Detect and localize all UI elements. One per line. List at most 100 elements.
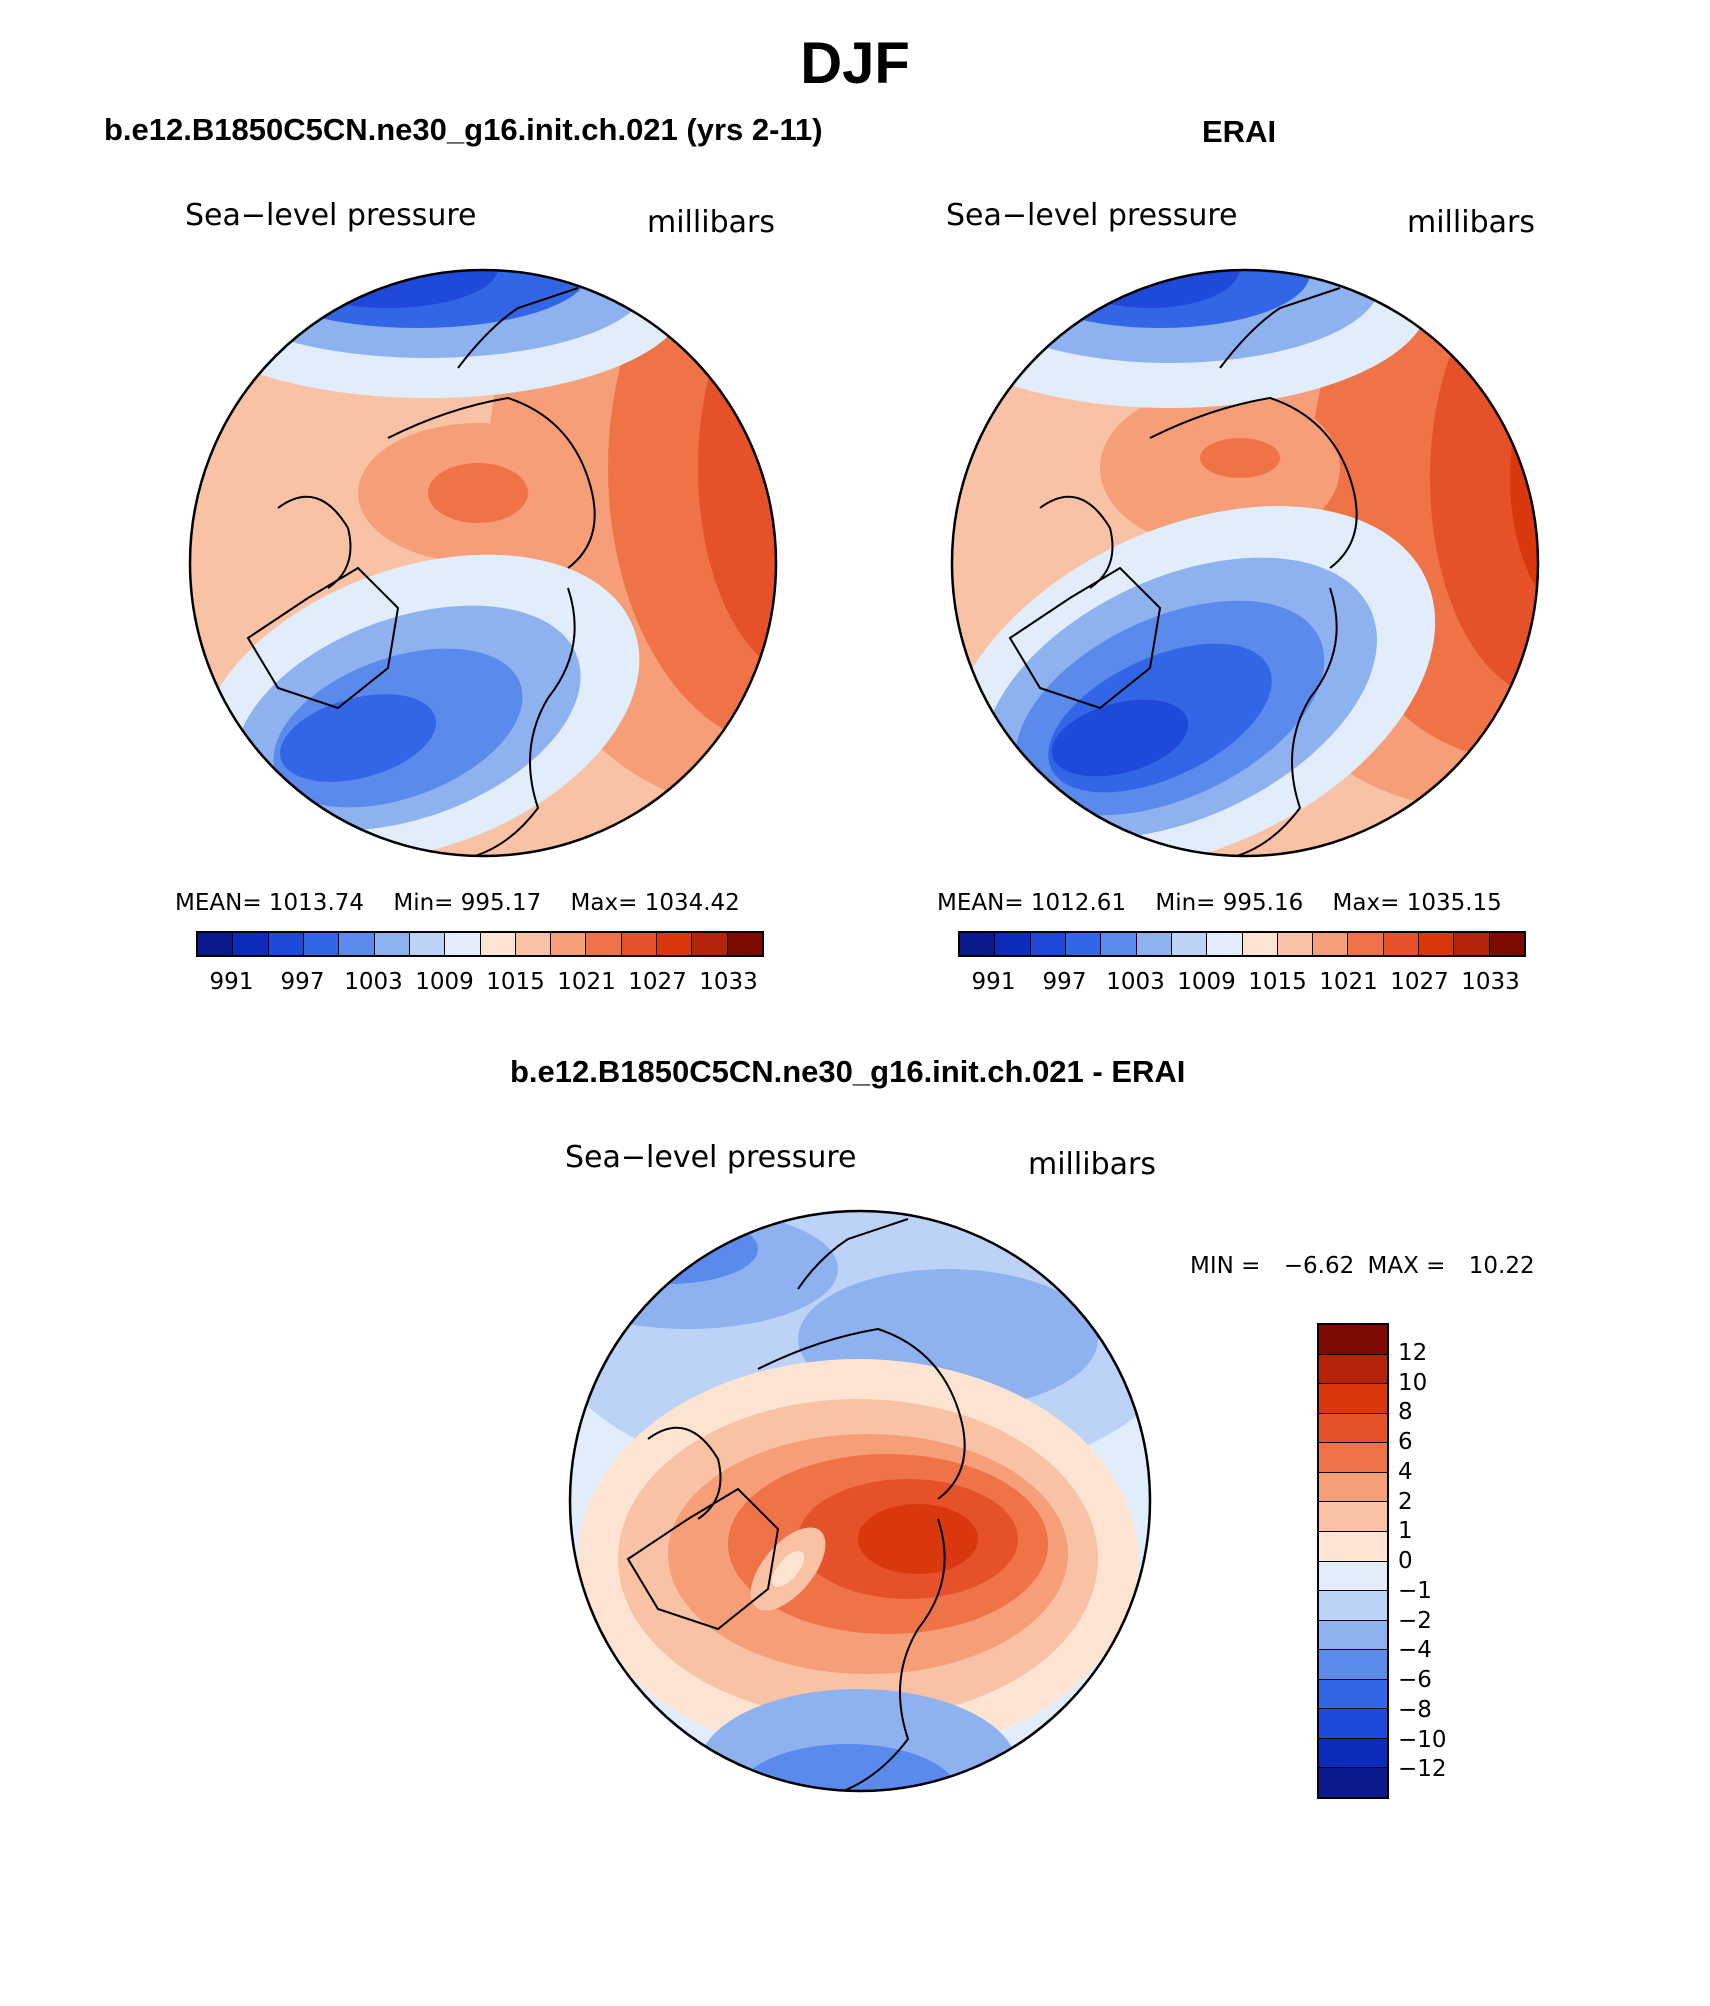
- diff-max-value: 10.22: [1468, 1253, 1535, 1279]
- diff-europe-coast: [837, 1518, 946, 1791]
- panel-model-units: millibars: [647, 205, 775, 240]
- colorbar-tick-label: 1033: [1461, 969, 1520, 995]
- panel-diff-variable: Sea−level pressure: [565, 1140, 857, 1175]
- erai-mean-label: MEAN=: [937, 890, 1024, 916]
- model-aleutian-core: [278, 270, 498, 308]
- colorbar-swatch: [1319, 1472, 1387, 1503]
- colorbar-swatch: [1319, 1531, 1387, 1562]
- panel-model-colorbar: [196, 931, 764, 957]
- colorbar-swatch: [515, 933, 552, 955]
- erai-map-outline: [950, 268, 1540, 858]
- colorbar-tick-label: 1021: [557, 969, 616, 995]
- colorbar-swatch: [339, 933, 375, 955]
- model-high-band-4: [768, 338, 776, 598]
- erai-bering-coast: [1219, 287, 1341, 369]
- colorbar-tick-label: 2: [1398, 1488, 1413, 1515]
- model-mean-label: MEAN=: [175, 890, 262, 916]
- colorbar-swatch: [1136, 933, 1172, 955]
- colorbar-swatch: [1319, 1591, 1387, 1621]
- panel-model-colorbar-ticks: 991 997 1003 1009 1015 1021 1027 1033: [196, 969, 764, 999]
- erai-europe-coast: [1229, 587, 1338, 856]
- colorbar-tick-label: 1021: [1319, 969, 1378, 995]
- colorbar-swatch: [1419, 933, 1455, 955]
- colorbar-swatch: [621, 933, 658, 955]
- diff-greenland-anomaly-core: [771, 1550, 805, 1588]
- panel-model-stats: MEAN= 1013.74 Min= 995.17 Max= 1034.42: [175, 890, 740, 916]
- panel-model-variable: Sea−level pressure: [185, 198, 477, 233]
- erai-polar-map: [950, 268, 1540, 858]
- panel-model-title: b.e12.B1850C5CN.ne30_g16.init.ch.021 (yr…: [104, 112, 823, 147]
- panel-erai-colorbar: [958, 931, 1526, 957]
- model-high-band-2: [608, 270, 776, 748]
- model-aleutian-band-3: [248, 270, 588, 328]
- model-min-label: Min=: [393, 890, 454, 916]
- colorbar-tick-label: −2: [1398, 1607, 1432, 1634]
- colorbar-tick-label: −4: [1398, 1637, 1432, 1664]
- panel-erai-title: ERAI: [1202, 114, 1277, 149]
- diff-eurasia-coast: [757, 1327, 966, 1500]
- colorbar-swatch: [1171, 933, 1208, 955]
- colorbar-tick-label: 991: [209, 969, 254, 995]
- colorbar-swatch: [551, 933, 587, 955]
- colorbar-tick-label: 1027: [628, 969, 687, 995]
- model-canada-coast: [277, 495, 352, 589]
- colorbar-tick-label: −1: [1398, 1577, 1432, 1604]
- diff-min-value: −6.62: [1283, 1253, 1355, 1279]
- colorbar-swatch: [727, 933, 762, 955]
- colorbar-swatch: [374, 933, 410, 955]
- colorbar-swatch: [657, 933, 693, 955]
- colorbar-swatch: [995, 933, 1031, 955]
- diff-canada-coast: [647, 1426, 722, 1520]
- colorbar-swatch: [1454, 933, 1490, 955]
- colorbar-tick-label: 997: [1042, 969, 1087, 995]
- colorbar-tick-label: 6: [1398, 1429, 1413, 1455]
- colorbar-swatch: [1030, 933, 1066, 955]
- colorbar-swatch: [1319, 1620, 1387, 1651]
- colorbar-tick-label: −6: [1398, 1667, 1432, 1693]
- diff-low-west-core: [578, 1214, 758, 1284]
- erai-min-label: Min=: [1155, 890, 1216, 916]
- colorbar-swatch: [233, 933, 269, 955]
- colorbar-tick-label: 1027: [1390, 969, 1449, 995]
- colorbar-tick-label: 1015: [1248, 969, 1307, 995]
- colorbar-swatch: [586, 933, 622, 955]
- colorbar-swatch: [1319, 1679, 1387, 1710]
- colorbar-tick-label: −12: [1398, 1756, 1447, 1783]
- colorbar-swatch: [1277, 933, 1314, 955]
- colorbar-tick-label: 12: [1398, 1339, 1428, 1366]
- erai-aleutian-core: [1060, 270, 1240, 308]
- model-bering-coast: [457, 287, 579, 369]
- colorbar-swatch: [1319, 1768, 1387, 1797]
- model-map-outline: [188, 268, 778, 858]
- colorbar-swatch: [1319, 1502, 1387, 1532]
- colorbar-swatch: [480, 933, 516, 955]
- colorbar-swatch: [1319, 1413, 1387, 1444]
- colorbar-swatch: [445, 933, 481, 955]
- colorbar-tick-label: 1015: [486, 969, 545, 995]
- erai-mean-value: 1012.61: [1030, 890, 1127, 916]
- erai-max-value: 1035.15: [1406, 890, 1502, 916]
- model-max-value: 1034.42: [644, 890, 740, 916]
- model-icelandic-core: [280, 694, 436, 782]
- colorbar-swatch: [1319, 1443, 1387, 1473]
- colorbar-swatch: [1319, 1709, 1387, 1739]
- colorbar-tick-label: −8: [1398, 1696, 1432, 1723]
- colorbar-tick-label: 1003: [344, 969, 403, 995]
- colorbar-tick-label: 8: [1398, 1399, 1413, 1426]
- erai-min-value: 995.16: [1222, 890, 1304, 916]
- panel-diff-stats: MIN = −6.62 MAX = 10.22: [1190, 1253, 1535, 1279]
- erai-max-label: Max=: [1332, 890, 1400, 916]
- diff-greenland-coast: [626, 1487, 780, 1631]
- colorbar-swatch: [1383, 933, 1420, 955]
- colorbar-swatch: [409, 933, 446, 955]
- colorbar-swatch: [692, 933, 728, 955]
- colorbar-tick-label: 10: [1398, 1369, 1428, 1396]
- model-europe-coast: [467, 587, 576, 856]
- colorbar-swatch: [1065, 933, 1102, 955]
- colorbar-swatch: [1348, 933, 1384, 955]
- panel-diff-title: b.e12.B1850C5CN.ne30_g16.init.ch.021 - E…: [510, 1054, 1186, 1089]
- erai-canada-coast: [1039, 495, 1114, 589]
- colorbar-tick-label: 1: [1398, 1518, 1413, 1545]
- diff-europe-low-core: [738, 1744, 958, 1791]
- colorbar-tick-label: 997: [280, 969, 325, 995]
